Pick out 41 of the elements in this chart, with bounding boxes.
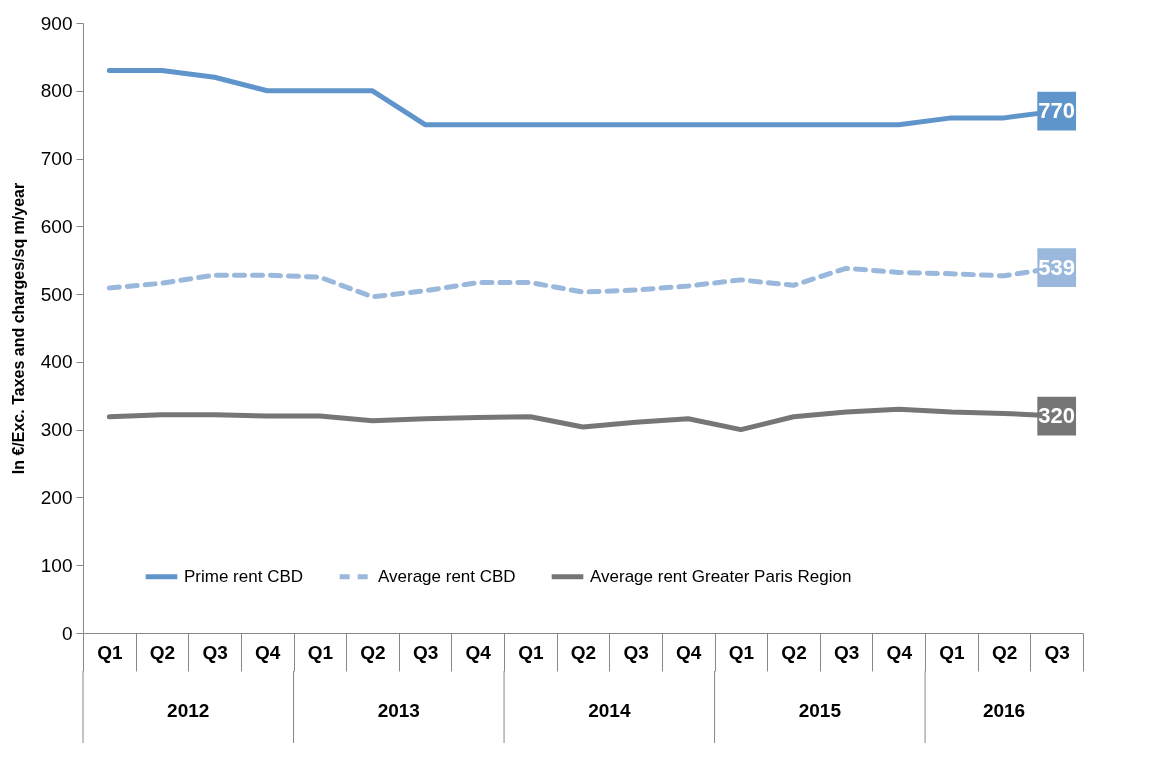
legend-label: Average rent CBD	[378, 566, 516, 586]
x-tick-label: Q3	[623, 641, 649, 663]
x-tick-label: Q1	[939, 641, 966, 663]
y-tick-label: 800	[40, 80, 73, 102]
y-tick-label: 500	[40, 283, 73, 305]
legend-label: Prime rent CBD	[184, 566, 304, 586]
x-tick-label: Q1	[518, 641, 544, 663]
y-tick-label: 400	[40, 351, 73, 373]
x-tick-label: Q4	[886, 641, 913, 663]
y-tick-label: 300	[40, 419, 73, 441]
x-tick-label: Q4	[676, 641, 702, 663]
text: 2013	[377, 700, 420, 721]
y-tick-label: 700	[40, 148, 73, 170]
x-tick-label: Q1	[307, 641, 334, 663]
text: 2015	[798, 700, 842, 721]
x-tick-label: Q1	[97, 641, 123, 663]
data-label: 320	[1038, 403, 1076, 429]
y-axis-title: In €/Exc. Taxes and charges/sq m/year	[9, 182, 27, 475]
x-tick-label: Q2	[149, 641, 176, 663]
legend-label: Average rent Greater Paris Region	[590, 566, 852, 586]
x-tick-label: Q3	[1044, 641, 1070, 663]
text: 2012	[167, 700, 210, 721]
text: 2016	[982, 700, 1026, 721]
data-label: 770	[1038, 98, 1076, 124]
x-tick-label: Q3	[412, 641, 439, 663]
x-tick-label: Q1	[728, 641, 755, 663]
x-tick-label: Q3	[202, 641, 228, 663]
y-tick-label: 100	[40, 554, 73, 576]
x-tick-label: Q2	[781, 641, 807, 663]
y-tick-label: 900	[40, 12, 73, 34]
text: 2014	[588, 700, 631, 721]
x-tick-label: Q2	[991, 641, 1018, 663]
y-tick-label: 0	[61, 622, 73, 644]
x-tick-label: Q3	[833, 641, 860, 663]
x-tick-label: Q2	[360, 641, 386, 663]
x-tick-label: Q4	[255, 641, 281, 663]
y-tick-label: 600	[40, 215, 73, 237]
y-tick-label: 200	[40, 486, 73, 508]
x-tick-label: Q2	[570, 641, 597, 663]
data-label: 539	[1038, 254, 1076, 280]
x-tick-label: Q4	[465, 641, 492, 663]
